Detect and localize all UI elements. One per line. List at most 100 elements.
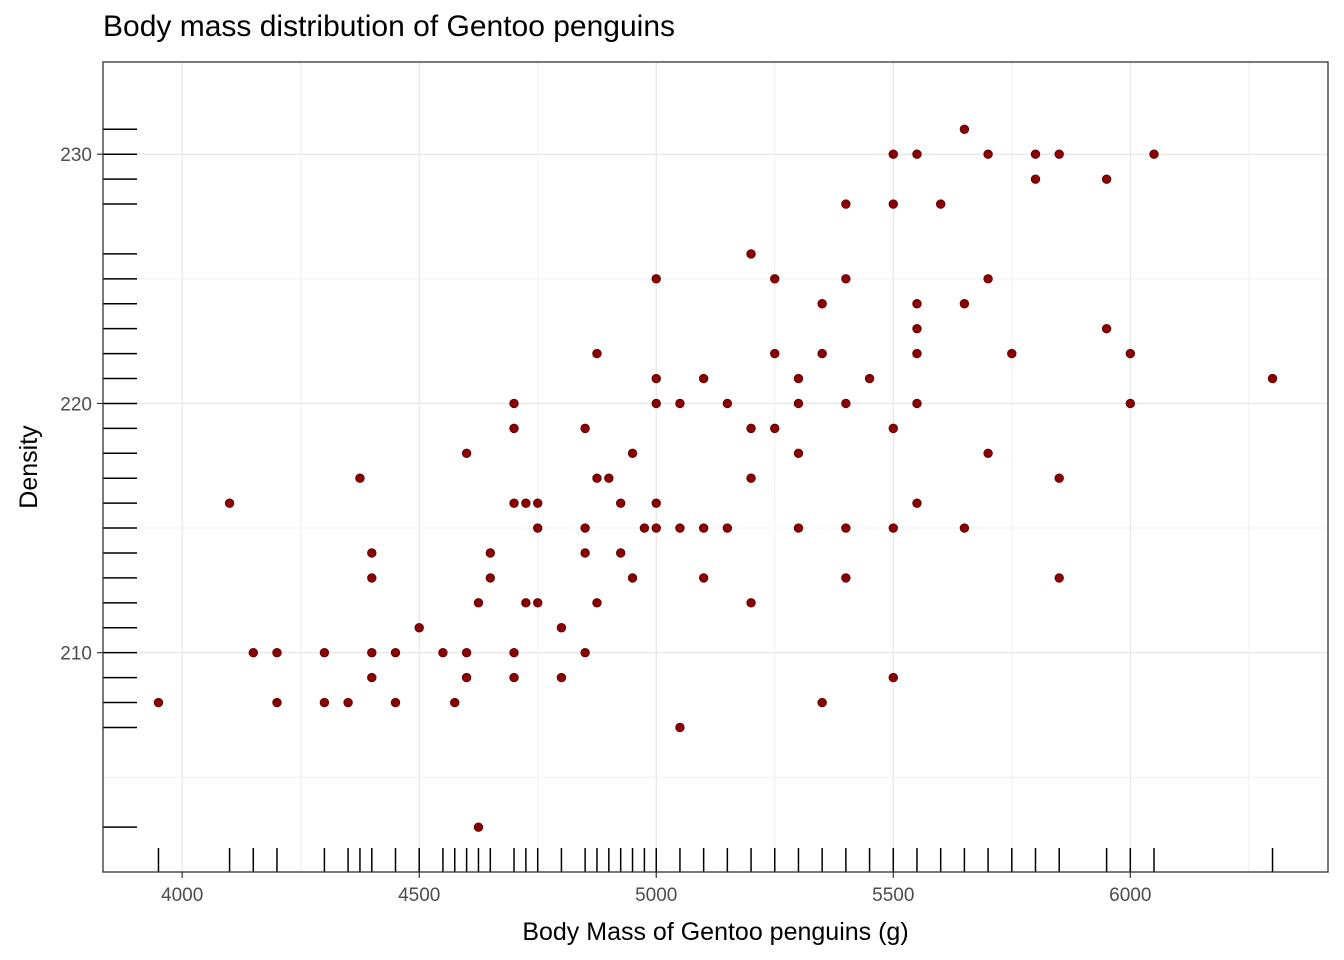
data-point (343, 697, 353, 708)
data-point (533, 523, 543, 533)
data-point (627, 448, 638, 458)
x-axis-ticks: 4000 4500 5000 5500 6000 (161, 872, 1151, 906)
data-point (888, 149, 898, 159)
data-point (355, 473, 365, 483)
data-point (770, 274, 780, 284)
data-point (793, 448, 804, 458)
x-tick-label: 4500 (398, 885, 440, 906)
data-point (1007, 348, 1017, 359)
data-point (592, 348, 602, 359)
data-point (319, 697, 330, 708)
data-point (912, 348, 922, 359)
data-point (841, 274, 851, 284)
data-point (1054, 149, 1064, 159)
data-point (580, 523, 590, 533)
data-point (651, 398, 661, 409)
data-point (698, 523, 709, 533)
minor-grid (103, 62, 1328, 872)
data-point (841, 199, 851, 209)
chart-title: Body mass distribution of Gentoo penguin… (103, 10, 676, 43)
data-point (414, 623, 424, 633)
data-point (272, 647, 282, 658)
data-point (912, 498, 922, 508)
data-point (580, 647, 590, 658)
data-point (912, 323, 922, 334)
y-axis-ticks: 210 220 230 (60, 145, 103, 665)
data-point (1030, 174, 1041, 184)
data-point (592, 473, 602, 483)
data-point (959, 124, 970, 134)
data-point (912, 398, 922, 409)
data-point (248, 647, 258, 658)
x-tick-label: 6000 (1109, 885, 1151, 906)
data-point (1101, 174, 1112, 184)
data-point (461, 448, 472, 458)
data-point (592, 598, 602, 608)
data-point (841, 573, 851, 583)
data-point (319, 647, 330, 658)
data-point (533, 598, 543, 608)
panel-border (102, 61, 1329, 873)
data-point (1125, 348, 1136, 359)
data-point (888, 423, 898, 434)
data-point (675, 523, 685, 533)
data-point (461, 672, 472, 683)
y-tick-label: 230 (60, 145, 92, 166)
data-point (509, 423, 519, 434)
data-point (367, 672, 377, 683)
data-point (888, 672, 898, 683)
data-point (817, 697, 827, 708)
data-point (438, 647, 448, 658)
data-point (959, 523, 970, 533)
data-points (153, 124, 1278, 832)
x-tick-label: 4000 (161, 885, 203, 906)
data-point (722, 398, 733, 409)
data-point (485, 548, 496, 558)
data-point (983, 274, 993, 284)
data-point (793, 373, 804, 384)
data-point (864, 373, 875, 384)
data-point (1149, 149, 1159, 159)
data-point (556, 672, 567, 683)
data-point (651, 523, 661, 533)
data-point (841, 398, 851, 409)
data-point (770, 348, 780, 359)
data-point (888, 523, 898, 533)
data-point (473, 598, 484, 608)
y-tick-label: 220 (60, 394, 92, 415)
data-point (959, 299, 970, 309)
data-point (580, 423, 590, 434)
data-point (698, 573, 709, 583)
data-point (390, 647, 401, 658)
data-point (390, 697, 401, 708)
y-axis-title: Density (15, 425, 43, 509)
data-point (521, 498, 531, 508)
data-point (272, 697, 282, 708)
data-point (817, 348, 827, 359)
data-point (746, 423, 756, 434)
data-point (1101, 323, 1112, 334)
y-rug (103, 128, 137, 828)
data-point (604, 473, 614, 483)
data-point (983, 149, 993, 159)
data-point (615, 498, 626, 508)
data-point (651, 373, 661, 384)
data-point (746, 249, 756, 259)
data-point (509, 498, 519, 508)
data-point (675, 398, 685, 409)
x-axis-title: Body Mass of Gentoo penguins (g) (522, 918, 908, 946)
data-point (153, 697, 164, 708)
data-point (224, 498, 235, 508)
data-point (912, 149, 922, 159)
data-point (983, 448, 993, 458)
data-point (580, 548, 590, 558)
data-point (1054, 473, 1064, 483)
data-point (450, 697, 460, 708)
data-point (722, 523, 733, 533)
data-point (639, 523, 650, 533)
data-point (675, 722, 685, 733)
data-point (615, 548, 626, 558)
data-point (793, 523, 804, 533)
data-point (698, 373, 709, 384)
